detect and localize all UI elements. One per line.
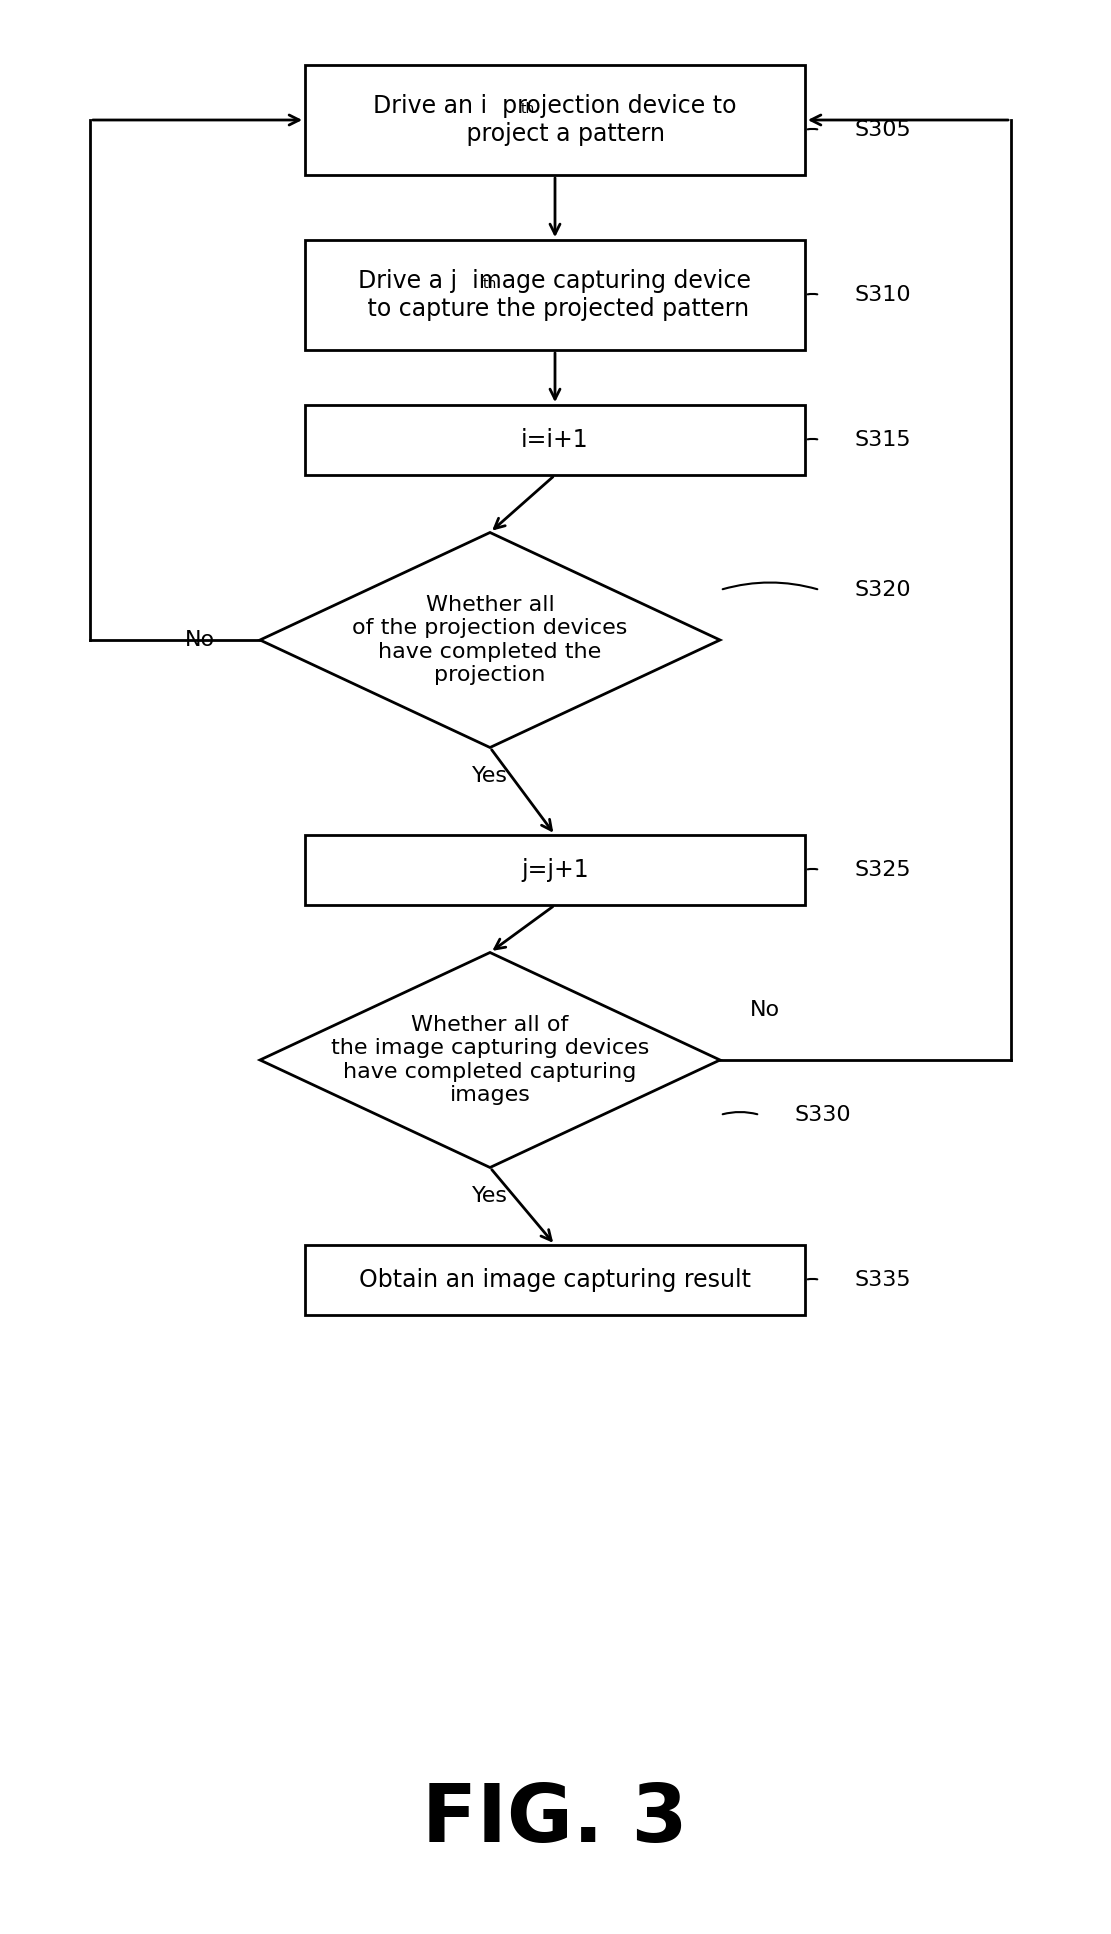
- Text: S310: S310: [855, 284, 912, 306]
- Text: j=j+1: j=j+1: [521, 859, 589, 882]
- Text: th: th: [483, 277, 498, 290]
- Text: S320: S320: [855, 580, 912, 600]
- Text: Drive a j  image capturing device
 to capture the projected pattern: Drive a j image capturing device to capt…: [359, 269, 751, 321]
- Text: S315: S315: [855, 429, 912, 451]
- Text: Whether all
of the projection devices
have completed the
projection: Whether all of the projection devices ha…: [352, 596, 628, 685]
- Bar: [306, 835, 805, 905]
- Bar: [306, 240, 805, 350]
- Text: No: No: [750, 1000, 780, 1019]
- Text: th: th: [521, 103, 536, 116]
- Text: S325: S325: [855, 861, 912, 880]
- Text: Yes: Yes: [472, 1186, 508, 1205]
- Polygon shape: [260, 532, 720, 748]
- Text: Yes: Yes: [472, 766, 508, 785]
- Bar: [306, 404, 805, 476]
- Text: Obtain an image capturing result: Obtain an image capturing result: [359, 1269, 751, 1292]
- Text: No: No: [184, 630, 216, 650]
- Polygon shape: [260, 953, 720, 1168]
- Text: S305: S305: [855, 120, 912, 139]
- Bar: [306, 1245, 805, 1315]
- Text: i=i+1: i=i+1: [521, 427, 589, 453]
- Text: S335: S335: [855, 1271, 912, 1290]
- Text: Drive an i  projection device to
   project a pattern: Drive an i projection device to project …: [373, 95, 737, 145]
- Bar: [306, 66, 805, 174]
- Text: S330: S330: [795, 1104, 852, 1126]
- Text: Whether all of
the image capturing devices
have completed capturing
images: Whether all of the image capturing devic…: [331, 1015, 649, 1104]
- Text: FIG. 3: FIG. 3: [422, 1781, 688, 1859]
